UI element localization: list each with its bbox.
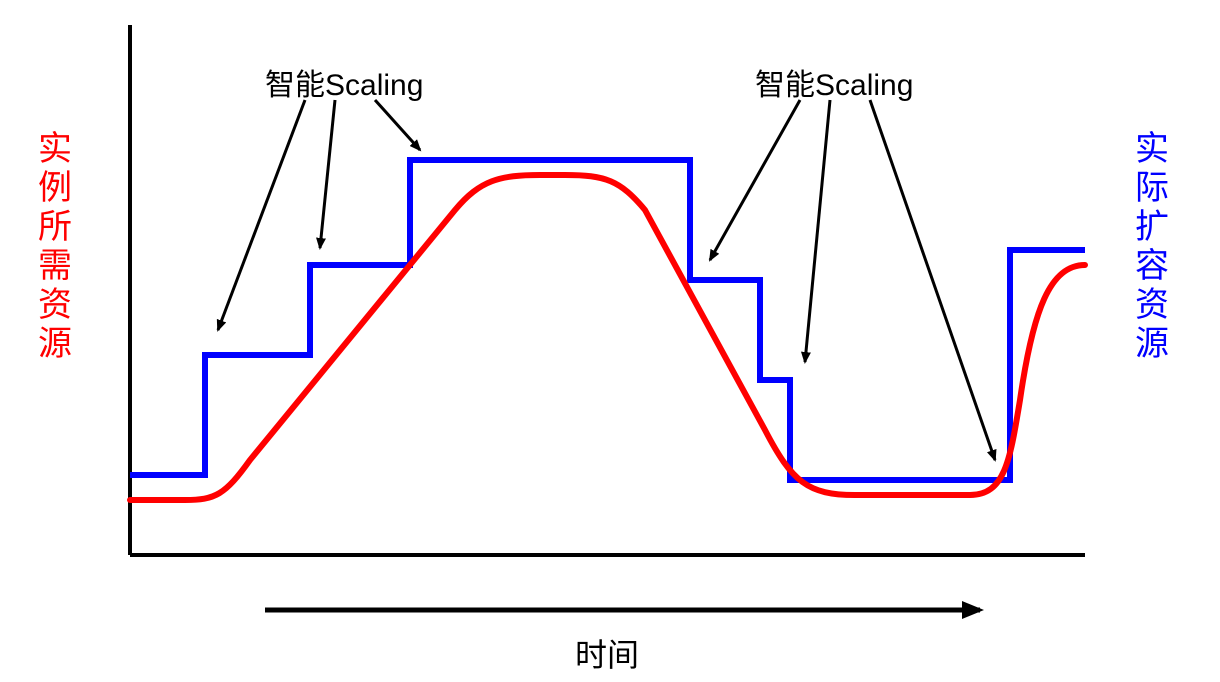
diagram-container: 实例所需资源 实际扩容资源 智能Scaling 智能Scaling 时间: [0, 0, 1220, 682]
callout-right-label: 智能Scaling: [755, 60, 913, 104]
left-y-label: 实例所需资源: [38, 130, 72, 365]
right-y-label: 实际扩容资源: [1135, 130, 1169, 365]
time-axis-label: 时间: [575, 630, 639, 676]
callout-left-arrows: [218, 100, 420, 330]
red-demand-curve: [130, 175, 1085, 500]
callout-left-label: 智能Scaling: [265, 60, 423, 104]
diagram-svg: [0, 0, 1220, 682]
axes: [130, 25, 1085, 555]
